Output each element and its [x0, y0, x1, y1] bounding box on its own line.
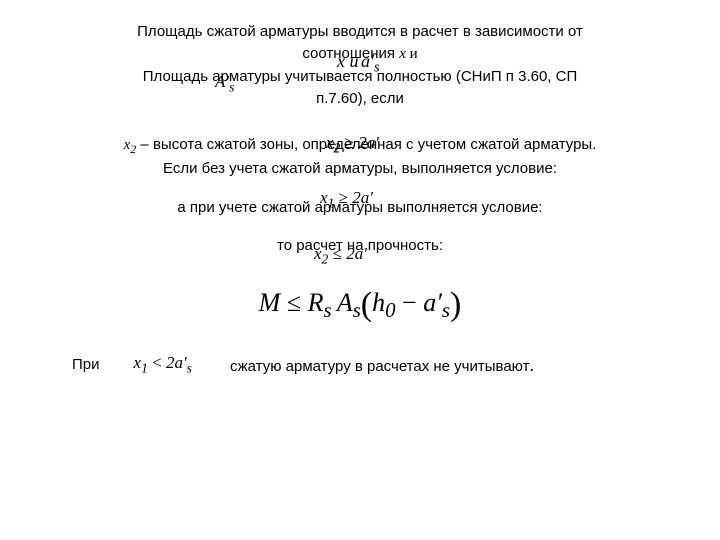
para-intro-2: соотношения x и [44, 44, 676, 64]
para-intro-2-prefix: соотношения [302, 45, 399, 62]
x2-def-rest: – высота сжатой зоны, определенная с уче… [136, 136, 596, 153]
final-tail: сжатую арматуру в расчетах не учитывают. [230, 353, 534, 377]
para-cond-with-comp: а при учете сжатой арматуры выполняется … [44, 198, 676, 218]
page: Площадь сжатой арматуры вводится в расче… [0, 0, 720, 540]
inline-x-and-as: x и [399, 44, 417, 64]
para-cond-no-comp: Если без учета сжатой арматуры, выполняе… [44, 159, 676, 179]
formula-strength: M ≤ Rs As(h0 − a′s) [44, 282, 676, 328]
para-then-calc: то расчет на прочность: [44, 236, 676, 256]
label-pri: При [72, 355, 100, 375]
row-final-condition: При x1 < 2a′s сжатую арматуру в расчетах… [44, 352, 676, 378]
para-area-1: Площадь арматуры учитывается полностью (… [44, 67, 676, 87]
spacer-3 [44, 220, 676, 236]
spacer-1 [44, 111, 676, 135]
x2-symbol: x2 [124, 137, 137, 153]
para-area-2: п.7.60), если [44, 89, 676, 109]
para-x2-def: x2 – высота сжатой зоны, определенная с … [44, 135, 676, 157]
para-intro-1: Площадь сжатой арматуры вводится в расче… [44, 22, 676, 42]
spacer-2 [44, 182, 676, 198]
formula-x1-lt-2as: x1 < 2a′s [134, 352, 192, 378]
